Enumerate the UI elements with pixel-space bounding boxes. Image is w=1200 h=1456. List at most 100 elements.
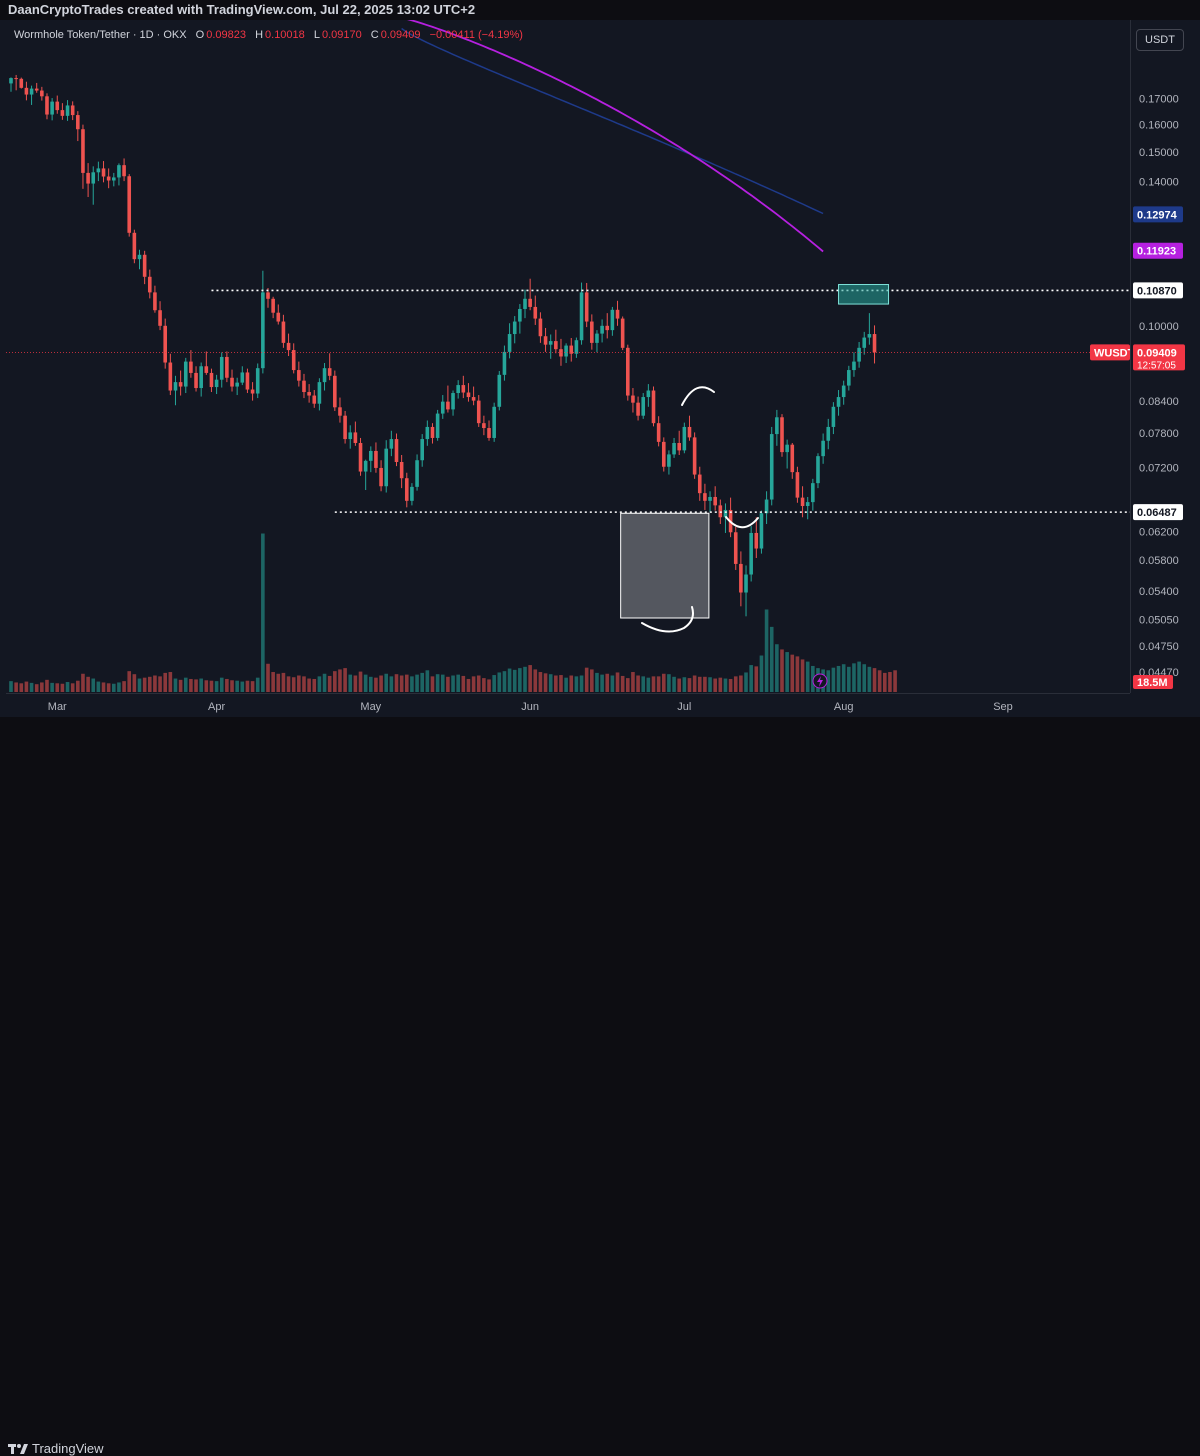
y-tick-label: 0.05400 bbox=[1139, 586, 1179, 598]
volume-bar bbox=[877, 670, 882, 692]
candle bbox=[595, 330, 599, 353]
candle-body bbox=[379, 467, 383, 487]
candle-body bbox=[65, 105, 70, 116]
candle-body bbox=[199, 366, 203, 389]
legend-c-label: C bbox=[370, 29, 379, 41]
price-axis-svg[interactable]: 0.17000 0.16000 0.15000 0.14000 0.10000 0.084… bbox=[1131, 20, 1200, 693]
volume-bar bbox=[600, 674, 604, 692]
y-tick-label: 0.08400 bbox=[1139, 396, 1179, 408]
volume-bar bbox=[841, 664, 846, 692]
candle-body bbox=[626, 347, 630, 396]
candle-body bbox=[122, 165, 126, 177]
candle bbox=[554, 329, 558, 354]
candle bbox=[55, 95, 60, 114]
volume-bar bbox=[122, 681, 126, 692]
volume-bar bbox=[153, 675, 157, 692]
candle bbox=[81, 124, 85, 189]
candle-body bbox=[240, 372, 245, 383]
candle bbox=[538, 312, 543, 343]
candle-body bbox=[795, 472, 800, 498]
candle bbox=[404, 472, 409, 508]
volume-bar bbox=[764, 609, 769, 692]
volume-bar bbox=[96, 681, 101, 692]
volume-bar bbox=[245, 680, 250, 692]
volume-bar bbox=[590, 669, 594, 692]
candle bbox=[605, 313, 610, 339]
volume-bar bbox=[137, 678, 142, 692]
candle-body bbox=[780, 417, 784, 453]
candle bbox=[430, 423, 435, 444]
volume-bar bbox=[86, 676, 90, 692]
candle bbox=[620, 316, 625, 351]
candle-body bbox=[518, 308, 522, 322]
volume-bar bbox=[168, 672, 173, 692]
volume-bar bbox=[219, 677, 224, 692]
candle bbox=[584, 282, 589, 328]
volume-bar bbox=[60, 683, 65, 692]
candle-body bbox=[785, 444, 789, 453]
candle-body bbox=[219, 356, 224, 380]
candle bbox=[811, 478, 815, 511]
candle-body bbox=[40, 90, 44, 97]
candle bbox=[780, 414, 784, 457]
candle bbox=[512, 316, 517, 344]
candle-body bbox=[543, 336, 548, 345]
y-tick-label: 0.10000 bbox=[1139, 321, 1179, 333]
candle-body bbox=[476, 400, 481, 424]
volume-bar bbox=[512, 669, 517, 692]
candle-body bbox=[250, 389, 255, 394]
candle-body bbox=[661, 441, 666, 467]
arc-bottom-right bbox=[725, 516, 759, 529]
price-axis[interactable]: 0.17000 0.16000 0.15000 0.14000 0.10000 0.084… bbox=[1130, 20, 1200, 693]
candle bbox=[708, 491, 712, 512]
volume-bar bbox=[847, 666, 851, 692]
x-tick-label: Jun bbox=[521, 701, 539, 713]
candle bbox=[451, 390, 455, 416]
x-tick-label: Sep bbox=[993, 701, 1013, 713]
candle bbox=[60, 103, 65, 120]
candle bbox=[816, 453, 820, 489]
symbol-legend: Wormhole Token/Tether · 1D · OKX O 0.0982… bbox=[14, 29, 529, 41]
volume-bar bbox=[775, 644, 779, 692]
plot-area[interactable]: WUSDT bbox=[6, 17, 1135, 693]
x-tick-label: Mar bbox=[48, 701, 67, 713]
candle-body bbox=[173, 382, 178, 391]
currency-button[interactable]: USDT bbox=[1136, 29, 1184, 51]
candle-body bbox=[656, 423, 661, 442]
candle-body bbox=[507, 334, 512, 352]
price-chart[interactable]: WUSDT bbox=[6, 17, 1135, 693]
candle bbox=[86, 163, 90, 198]
candle-body bbox=[430, 426, 435, 438]
price-tag-bg bbox=[1133, 242, 1183, 259]
volume-bar bbox=[785, 652, 789, 692]
candle-body bbox=[178, 382, 183, 387]
candle-body bbox=[697, 474, 702, 494]
volume-bar bbox=[19, 683, 24, 692]
candle bbox=[482, 415, 486, 436]
candle-body bbox=[841, 385, 846, 398]
brand[interactable]: TradingView bbox=[8, 1441, 104, 1456]
candle bbox=[476, 395, 481, 427]
level-lines bbox=[6, 289, 1130, 513]
time-axis-svg[interactable]: Mar Apr May Jun Jul Aug Sep bbox=[6, 694, 1130, 718]
candle-body bbox=[775, 417, 779, 435]
y-tick-label: 0.05800 bbox=[1139, 555, 1179, 567]
candle bbox=[230, 369, 234, 392]
volume-bar bbox=[713, 678, 717, 692]
volume-bar bbox=[605, 673, 610, 692]
y-tick-label: 0.06200 bbox=[1139, 527, 1179, 539]
price-tag-label: 0.12974 bbox=[1137, 209, 1178, 221]
candle bbox=[240, 366, 245, 386]
candle-body bbox=[369, 450, 373, 461]
candle-body bbox=[487, 428, 491, 438]
candle-body bbox=[338, 407, 342, 416]
volume-bar bbox=[348, 674, 353, 692]
candle bbox=[158, 301, 162, 331]
candle-body bbox=[564, 345, 568, 357]
time-axis[interactable]: Mar Apr May Jun Jul Aug Sep bbox=[6, 693, 1130, 718]
volume-bar bbox=[435, 674, 440, 692]
candle bbox=[857, 341, 861, 368]
candle-body bbox=[348, 432, 353, 440]
candle bbox=[543, 327, 548, 352]
candle bbox=[153, 285, 157, 313]
